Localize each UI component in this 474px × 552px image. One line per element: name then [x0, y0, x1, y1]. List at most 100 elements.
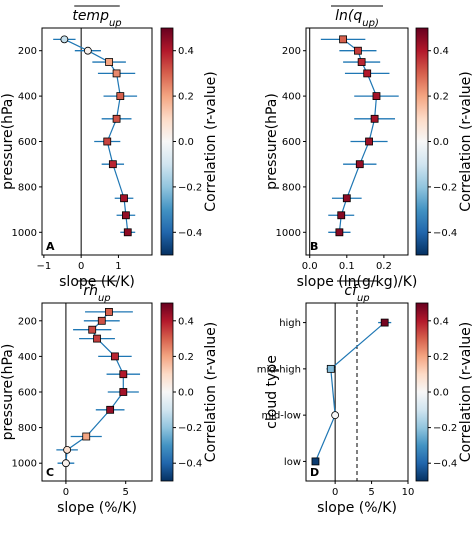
- data-point: [326, 364, 335, 373]
- colorbar-label: Correlation (r-value): [203, 322, 219, 462]
- y-axis-label: cloud type: [264, 355, 280, 429]
- x-tick-label: 1: [115, 261, 121, 272]
- data-point: [97, 316, 106, 325]
- x-axis-label: slope (ln(g/kg)/K): [297, 274, 418, 290]
- data-point: [357, 58, 366, 66]
- colorbar-tick-label: −0.4: [178, 459, 202, 470]
- x-tick-label: 0.0: [302, 261, 318, 272]
- colorbar-tick-label: 0.0: [433, 388, 449, 399]
- panel-title-base: ln(q: [335, 8, 362, 24]
- data-point: [105, 58, 114, 66]
- panel-title-base: temp: [72, 8, 109, 24]
- y-axis-label: pressure(hPa): [0, 344, 16, 441]
- colorbar: [160, 27, 174, 256]
- panel-title: tempup: [72, 8, 121, 29]
- panel-title-subscript: up: [357, 293, 370, 304]
- colorbar-tick-label: 0.2: [178, 352, 194, 363]
- colorbar: [415, 302, 429, 482]
- y-tick-label: mid-low: [261, 411, 301, 422]
- y-tick-label: 200: [18, 46, 37, 57]
- y-tick-label: 1000: [12, 228, 37, 239]
- colorbar-tick-label: −0.4: [178, 228, 202, 239]
- panel-title: ln(qup): [335, 8, 379, 29]
- axes-frame: [305, 302, 409, 482]
- colorbar-tick-label: 0.0: [178, 388, 194, 399]
- data-point: [380, 318, 389, 327]
- panel-title-base: rh: [83, 283, 98, 299]
- colorbar-tick-label: 0.0: [178, 137, 194, 148]
- panel-title: cfup: [344, 283, 369, 304]
- data-point: [121, 211, 130, 220]
- colorbar-tick-label: −0.2: [178, 423, 202, 434]
- y-tick-label: 600: [18, 388, 37, 399]
- panel-title-subscript: up): [362, 18, 379, 29]
- data-point: [342, 194, 351, 203]
- panel-title-subscript: up: [109, 18, 122, 29]
- data-point: [93, 334, 101, 343]
- y-tick-label: low: [284, 457, 301, 468]
- data-point: [82, 432, 91, 441]
- x-tick-label: 5: [123, 487, 129, 498]
- data-point: [311, 457, 320, 466]
- x-tick-label: 0: [63, 487, 69, 498]
- data-point: [355, 160, 364, 169]
- data-point: [63, 445, 72, 454]
- colorbar-tick-label: 0.4: [433, 46, 449, 57]
- y-tick-label: 400: [18, 92, 37, 103]
- data-point: [354, 46, 362, 55]
- x-axis-label: slope (%/K): [57, 500, 137, 516]
- x-tick-label: 0.1: [339, 261, 355, 272]
- panel-title: rhup: [83, 283, 110, 304]
- data-point: [339, 35, 347, 44]
- colorbar-tick-label: −0.4: [433, 459, 457, 470]
- x-tick-label: 0: [332, 487, 338, 498]
- colorbar-tick-label: −0.4: [433, 228, 457, 239]
- data-point: [335, 228, 344, 237]
- x-tick-label: 10: [402, 487, 415, 498]
- series-line: [338, 38, 378, 233]
- y-tick-label: 1000: [12, 459, 37, 470]
- data-point: [116, 92, 125, 100]
- x-tick-label: 0.2: [376, 261, 392, 272]
- data-point: [106, 405, 115, 414]
- colorbar-tick-label: 0.4: [433, 316, 449, 327]
- y-tick-label: 800: [18, 423, 37, 434]
- panel-letter: D: [310, 466, 319, 479]
- y-tick-label: 800: [282, 182, 301, 193]
- y-axis-label: pressure(hPa): [264, 93, 280, 190]
- y-tick-label: 400: [18, 352, 37, 363]
- data-point: [365, 137, 373, 146]
- data-point: [119, 388, 128, 396]
- panel-title-subscript: up: [98, 293, 111, 304]
- colorbar-label: Correlation (r-value): [203, 71, 219, 211]
- y-tick-label: high: [279, 318, 301, 329]
- data-point: [123, 228, 132, 237]
- series-line: [64, 38, 129, 233]
- panel-title-base: cf: [344, 283, 359, 299]
- data-point: [103, 137, 112, 146]
- y-axis-label: pressure(hPa): [0, 93, 16, 190]
- x-tick-label: 0: [78, 261, 84, 272]
- colorbar-tick-label: 0.4: [178, 316, 194, 327]
- data-point: [112, 114, 121, 123]
- series-line: [314, 322, 386, 462]
- series-line: [65, 311, 124, 464]
- y-tick-label: 200: [282, 46, 301, 57]
- y-tick-label: 800: [18, 182, 37, 193]
- data-point: [62, 459, 70, 468]
- data-point: [120, 194, 128, 203]
- x-axis-label: slope (K/K): [59, 274, 135, 290]
- colorbar-label: Correlation (r-value): [458, 71, 474, 211]
- y-tick-label: 1000: [276, 228, 301, 239]
- panel-A: −1 0 1 200 400 600 800 1000 slope (K/K) pressure(…: [0, 5, 219, 290]
- data-point: [372, 92, 381, 100]
- data-point: [111, 352, 119, 361]
- data-point: [331, 411, 340, 420]
- colorbar-label: Correlation (r-value): [458, 322, 474, 462]
- data-point: [363, 69, 372, 78]
- panel-letter: A: [46, 240, 55, 253]
- panel-letter: B: [310, 240, 318, 253]
- colorbar-tick-label: −0.2: [433, 182, 457, 193]
- x-axis-label: slope (%/K): [317, 500, 397, 516]
- y-tick-label: mid-high: [257, 364, 301, 375]
